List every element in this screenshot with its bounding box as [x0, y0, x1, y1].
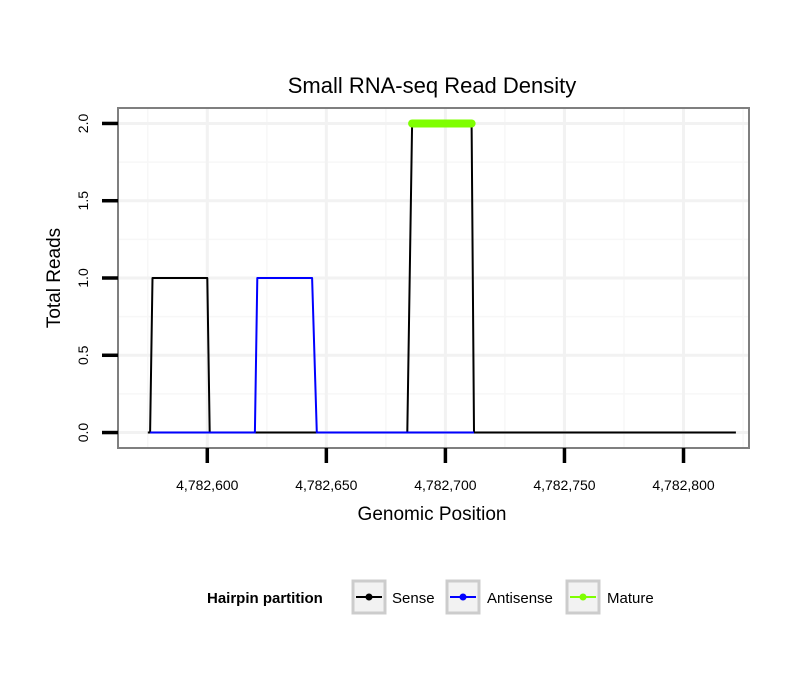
- legend-title: Hairpin partition: [207, 590, 323, 607]
- y-tick-label: 0.5: [75, 345, 91, 365]
- x-tick-label: 4,782,650: [295, 477, 357, 493]
- legend: Hairpin partition Sense Antisense Mature: [207, 579, 654, 615]
- x-tick-label: 4,782,600: [176, 477, 238, 493]
- x-axis-title: Genomic Position: [358, 504, 507, 525]
- series-sense-line-0: [147, 277, 736, 434]
- x-tick-label: 4,782,700: [414, 477, 476, 493]
- series-antisense-line-2: [150, 277, 474, 434]
- x-axis: 4,782,600 4,782,650 4,782,700 4,782,750 4,78…: [176, 448, 715, 493]
- y-tick-label: 0.0: [75, 423, 91, 443]
- y-axis-title: Total Reads: [44, 228, 65, 328]
- legend-key-mature-point: [579, 593, 587, 601]
- legend-key-antisense-point: [459, 593, 467, 601]
- x-tick-label: 4,782,750: [533, 477, 595, 493]
- chart-title: Small RNA-seq Read Density: [288, 73, 577, 98]
- legend-key-sense-point: [365, 593, 373, 601]
- grid-major: [118, 108, 749, 448]
- y-tick-label: 1.0: [75, 268, 91, 288]
- series-layer: [147, 119, 736, 434]
- legend-label-antisense: Antisense: [487, 590, 553, 607]
- y-tick-label: 1.5: [75, 191, 91, 211]
- y-tick-label: 2.0: [75, 114, 91, 134]
- legend-label-sense: Sense: [392, 590, 435, 607]
- y-axis: 0.0 0.5 1.0 1.5 2.0: [75, 114, 118, 443]
- legend-label-mature: Mature: [607, 590, 654, 607]
- x-tick-label: 4,782,800: [652, 477, 714, 493]
